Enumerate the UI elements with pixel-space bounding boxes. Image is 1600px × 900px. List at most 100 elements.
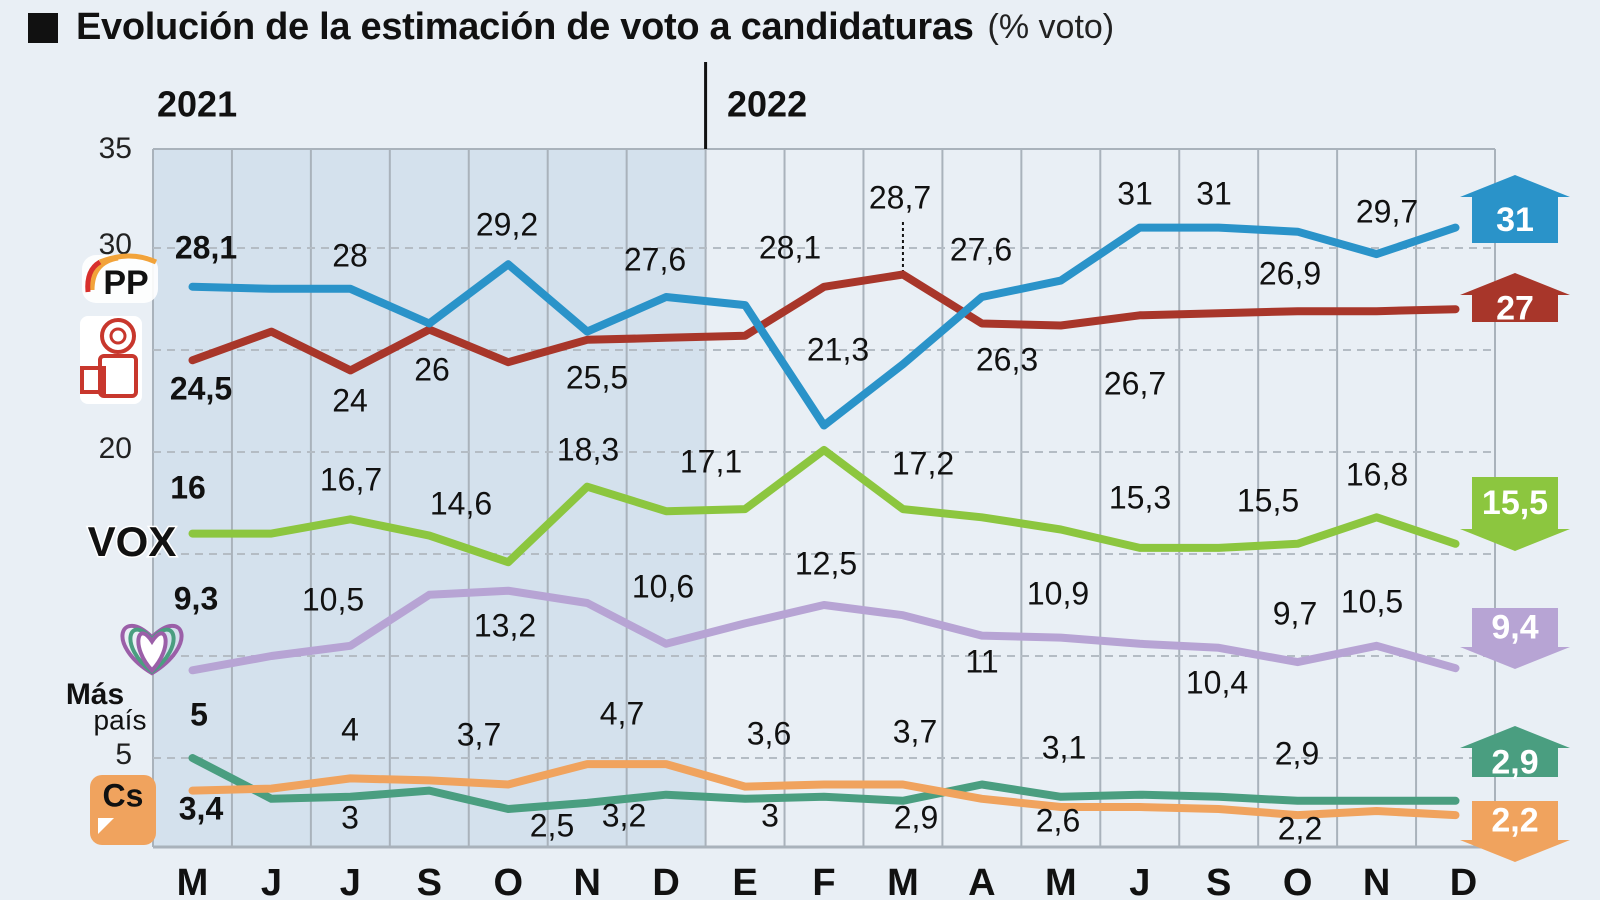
data-label: 5: [190, 696, 208, 732]
data-label: 2,9: [1275, 735, 1319, 771]
data-label: 2,2: [1278, 810, 1322, 846]
heart-icon: [136, 631, 168, 674]
title-text: Evolución de la estimación de voto a can…: [76, 6, 974, 48]
pp-logo: [82, 253, 158, 303]
x-tick-label: M: [1045, 862, 1077, 900]
cs-logo-bg: [90, 775, 156, 845]
data-label: 4,7: [600, 695, 644, 731]
y-tick-label: 5: [115, 738, 132, 771]
x-tick-label: S: [417, 862, 442, 900]
data-label: 3,2: [602, 797, 646, 833]
x-tick-label: N: [1363, 862, 1390, 900]
x-tick-label: F: [812, 862, 835, 900]
data-label: 31: [1196, 175, 1232, 211]
data-label: 2,5: [530, 807, 574, 843]
series-line-m-s-pa-s-verde-: [188, 754, 1460, 813]
data-label: 28: [332, 237, 368, 273]
x-tick-label: J: [340, 862, 361, 900]
data-label: 29,7: [1356, 193, 1418, 229]
series-line-psoe: [188, 270, 1460, 375]
data-label: 24,5: [170, 370, 232, 406]
psoe-rose-inner: [109, 327, 127, 345]
title-unit: (% voto): [987, 8, 1115, 46]
data-label: 15,3: [1109, 479, 1171, 515]
data-label: 28,7: [869, 179, 931, 215]
data-label: 2,6: [1036, 802, 1080, 838]
trend-up-arrow-icon: [1460, 175, 1570, 243]
x-tick-label: D: [652, 862, 679, 900]
data-label: 3: [341, 799, 359, 835]
cs-logo: [90, 775, 156, 845]
data-label: 3,4: [179, 790, 224, 826]
data-label: 3,6: [747, 715, 791, 751]
pp-logo-arc-red: [85, 259, 102, 293]
data-label: 11: [965, 643, 998, 679]
x-tick-label: M: [887, 862, 919, 900]
data-label: 10,9: [1027, 575, 1089, 611]
x-tick-label: J: [261, 862, 282, 900]
year-label-2021: 2021: [157, 84, 237, 125]
data-label: 3,7: [457, 716, 501, 752]
pp-logo-arc: [89, 253, 158, 291]
pp-logo-text: PP: [103, 264, 148, 302]
trend-down-arrow-icon: [1460, 801, 1570, 862]
data-label: 18,3: [557, 431, 619, 467]
data-label: 10,4: [1186, 664, 1248, 700]
data-label: 16,7: [320, 461, 382, 497]
data-label: 26,9: [1259, 255, 1321, 291]
x-tick-label: N: [573, 862, 600, 900]
data-label: 10,6: [632, 568, 694, 604]
psoe-fist-icon: [98, 354, 138, 398]
data-label: 2,9: [894, 799, 938, 835]
data-label: 9,3: [174, 580, 218, 616]
final-value-label: 2,2: [1491, 801, 1538, 839]
data-label: 3,7: [893, 713, 937, 749]
cs-logo-text: Cs: [103, 777, 144, 813]
y-tick-label: 20: [99, 432, 132, 465]
chart-title: Evolución de la estimación de voto a can…: [28, 6, 1114, 49]
data-label: 27,6: [950, 231, 1012, 267]
data-label: 25,5: [566, 359, 628, 395]
x-tick-label: A: [968, 862, 995, 900]
x-tick-label: E: [732, 862, 757, 900]
data-label: 16: [170, 469, 206, 505]
data-label: 26,3: [976, 341, 1038, 377]
psoe-logo-bg: [80, 316, 142, 404]
data-label: 14,6: [430, 485, 492, 521]
data-label: 29,2: [476, 206, 538, 242]
series-line-vox: [188, 446, 1460, 567]
series-line-m-s-pa-s: [188, 586, 1460, 675]
data-label: 31: [1117, 175, 1153, 211]
data-label: 10,5: [1341, 583, 1403, 619]
series-line-cs: [188, 760, 1460, 820]
psoe-fist-thumb: [80, 366, 106, 394]
data-label: 3: [761, 797, 779, 833]
data-label: 3,1: [1042, 729, 1086, 765]
mas-pais-logo-text-2: país: [94, 704, 147, 735]
data-label: 16,8: [1346, 456, 1408, 492]
final-value-label: 27: [1496, 289, 1534, 327]
data-label: 12,5: [795, 545, 857, 581]
data-label: 21,3: [807, 331, 869, 367]
final-value-label: 31: [1496, 201, 1534, 239]
x-tick-label: O: [1283, 862, 1313, 900]
trend-down-arrow-icon: [1460, 608, 1570, 669]
y-tick-label: 35: [99, 132, 132, 165]
series-line-pp: [188, 223, 1460, 430]
x-tick-label: D: [1450, 862, 1477, 900]
data-label: 17,2: [892, 445, 954, 481]
data-label: 26: [414, 351, 450, 387]
trend-up-arrow-icon: [1460, 726, 1570, 777]
data-label: 9,7: [1273, 595, 1317, 631]
data-label: 26,7: [1104, 365, 1166, 401]
data-label: 4: [341, 711, 359, 747]
data-label: 27,6: [624, 241, 686, 277]
data-label: 28,1: [175, 229, 237, 265]
data-label: 28,1: [759, 229, 821, 265]
final-value-label: 9,4: [1491, 608, 1538, 646]
final-value-label: 15,5: [1482, 484, 1548, 522]
title-square-icon: [28, 12, 58, 43]
data-label: 10,5: [302, 581, 364, 617]
year-label-2022: 2022: [727, 84, 807, 125]
